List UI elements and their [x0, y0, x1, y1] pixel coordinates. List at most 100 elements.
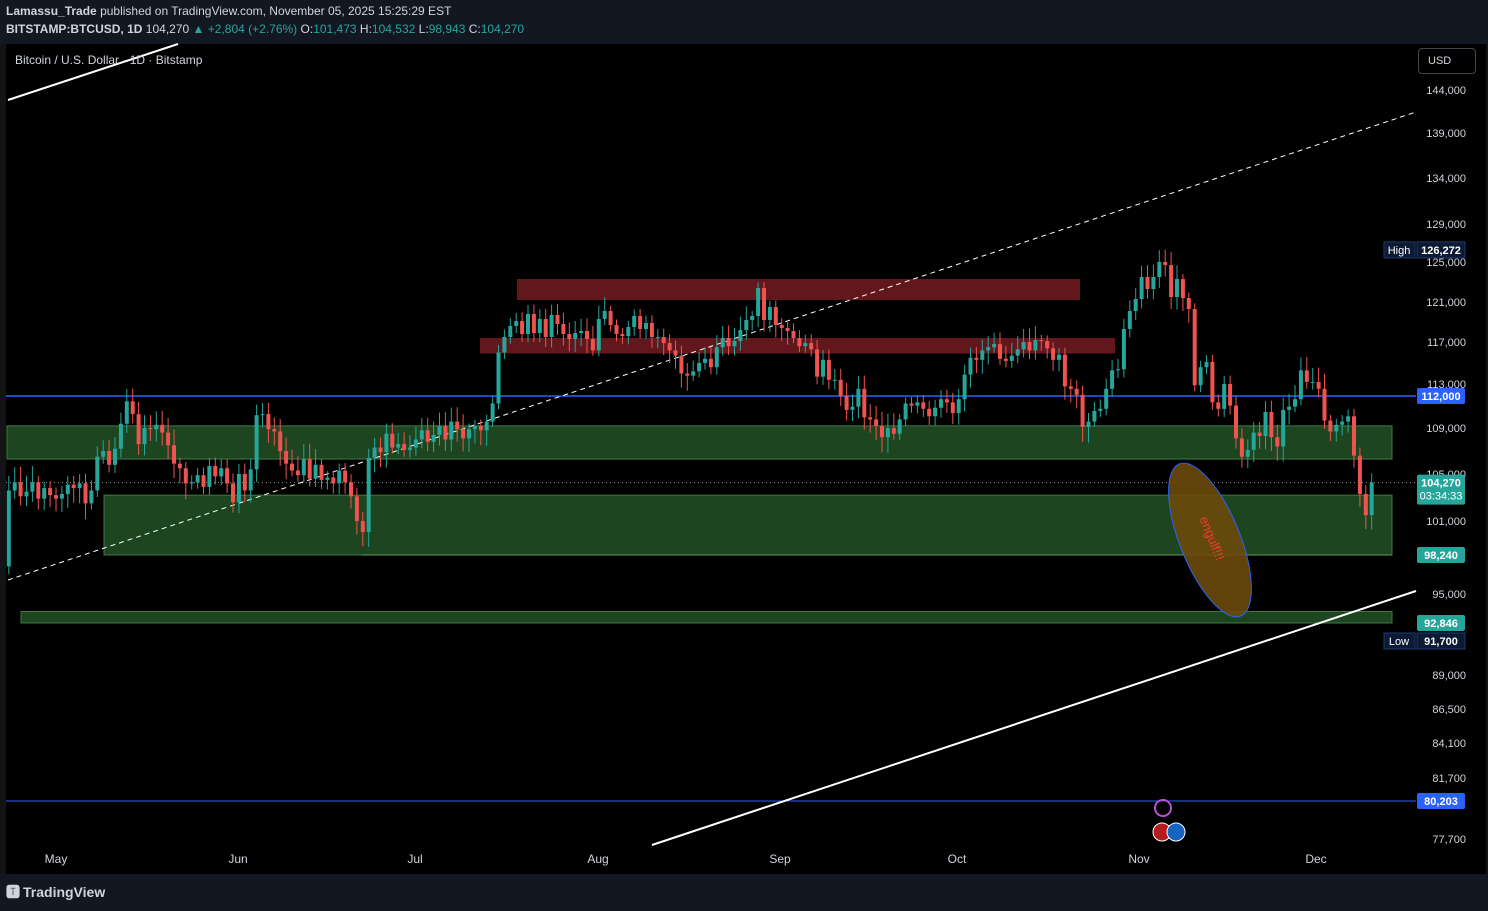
y-axis-tick-label: 81,700	[1432, 773, 1466, 785]
currency-button[interactable]: USD	[1418, 48, 1476, 74]
candle-body	[1163, 262, 1168, 265]
candle-body	[537, 319, 542, 333]
candle-body	[832, 379, 837, 381]
candle-body	[390, 433, 395, 448]
candle-body	[372, 447, 377, 458]
x-axis-label: Sep	[769, 852, 791, 866]
candle-body	[968, 357, 973, 375]
candle-body	[897, 419, 902, 434]
candle-body	[1027, 342, 1032, 351]
candle-body	[136, 414, 141, 445]
candle-body	[77, 483, 82, 489]
y-axis-tick-label: 121,000	[1426, 297, 1466, 309]
candle-body	[614, 325, 619, 334]
candle-body	[449, 421, 454, 440]
candle-body	[189, 482, 194, 484]
candle-body	[891, 428, 896, 434]
candle-body	[738, 330, 743, 341]
us-flag-event-icon[interactable]	[1166, 822, 1186, 842]
candle-body	[767, 307, 772, 320]
candle-body	[455, 421, 460, 430]
low-value-label: 91,700	[1424, 636, 1458, 648]
candle-body	[744, 320, 749, 330]
countdown-label: 03:34:33	[1420, 491, 1463, 503]
candle-body	[850, 406, 855, 410]
candle-body	[720, 338, 725, 348]
candle-body	[773, 307, 778, 325]
candle-body	[225, 468, 230, 484]
tradingview-logo[interactable]: 🆃 TradingView	[6, 882, 108, 902]
trendline-upper-solid	[7, 43, 179, 101]
publisher-name[interactable]: Lamassu_Trade	[6, 4, 97, 18]
candle-body	[685, 373, 690, 376]
candle-body	[148, 428, 153, 430]
candle-body	[1281, 409, 1286, 447]
candle-body	[1239, 438, 1244, 457]
candle-body	[6, 490, 11, 567]
candle-body	[1293, 399, 1297, 407]
low-tag-label: Low	[1389, 636, 1409, 648]
candle-body	[1127, 311, 1132, 329]
candle-body	[1186, 298, 1191, 309]
price-change: +2,804 (+2.76%)	[207, 22, 298, 36]
candle-body	[301, 459, 306, 476]
candle-body	[785, 328, 790, 331]
footer-bar	[0, 874, 1488, 911]
high-tag-label: High	[1388, 245, 1411, 257]
candle-body	[708, 358, 713, 368]
candle-body	[337, 470, 342, 484]
y-axis-tick-label: 86,500	[1432, 704, 1466, 716]
candle-body	[1369, 482, 1374, 516]
y-axis-tick-label: 134,000	[1426, 173, 1466, 185]
last-price: 104,270	[145, 22, 190, 36]
candle-body	[219, 468, 224, 477]
candle-body	[803, 343, 808, 347]
trendline-dashed	[7, 111, 1417, 581]
candle-body	[673, 350, 678, 356]
candle-body	[30, 482, 35, 492]
candle-body	[838, 379, 843, 396]
candle-body	[349, 482, 353, 497]
low-tag-badge	[1383, 632, 1416, 650]
candle-body	[331, 477, 336, 484]
candle-body	[278, 431, 283, 451]
candle-body	[1198, 367, 1203, 386]
candle-body	[567, 334, 572, 339]
candle-body	[1086, 421, 1091, 427]
candle-body	[59, 493, 64, 499]
candle-body	[1180, 279, 1185, 298]
support-zone	[20, 611, 1393, 624]
candle-body	[1080, 394, 1085, 427]
x-axis-label: Dec	[1305, 852, 1326, 866]
low-value: 98,943	[428, 22, 466, 36]
event-lightning-icon[interactable]	[1154, 799, 1172, 817]
annotation-ellipse	[1168, 462, 1252, 618]
candle-body	[596, 319, 601, 351]
candle-body	[608, 311, 613, 325]
candle-body	[1310, 381, 1315, 383]
high-tag-badge	[1383, 241, 1416, 259]
candle-body	[36, 482, 41, 499]
candle-body	[313, 464, 318, 479]
candle-body	[1210, 361, 1215, 403]
candle-body	[166, 432, 171, 446]
candle-body	[956, 399, 961, 414]
candle-body	[195, 475, 200, 483]
candle-body	[1298, 370, 1303, 400]
candle-body	[508, 326, 513, 337]
candle-body	[18, 482, 23, 497]
candle-body	[396, 444, 401, 448]
candle-body	[756, 288, 761, 316]
candle-body	[815, 349, 820, 377]
footer-brand: TradingView	[23, 884, 106, 900]
candle-body	[478, 425, 483, 431]
candle-body	[974, 357, 979, 360]
candle-body	[809, 343, 814, 350]
candle-body	[944, 399, 949, 403]
candle-body	[413, 439, 418, 448]
candle-body	[231, 483, 235, 503]
candle-body	[632, 316, 637, 327]
candle-body	[1121, 329, 1126, 370]
x-axis-label: Jul	[407, 852, 422, 866]
